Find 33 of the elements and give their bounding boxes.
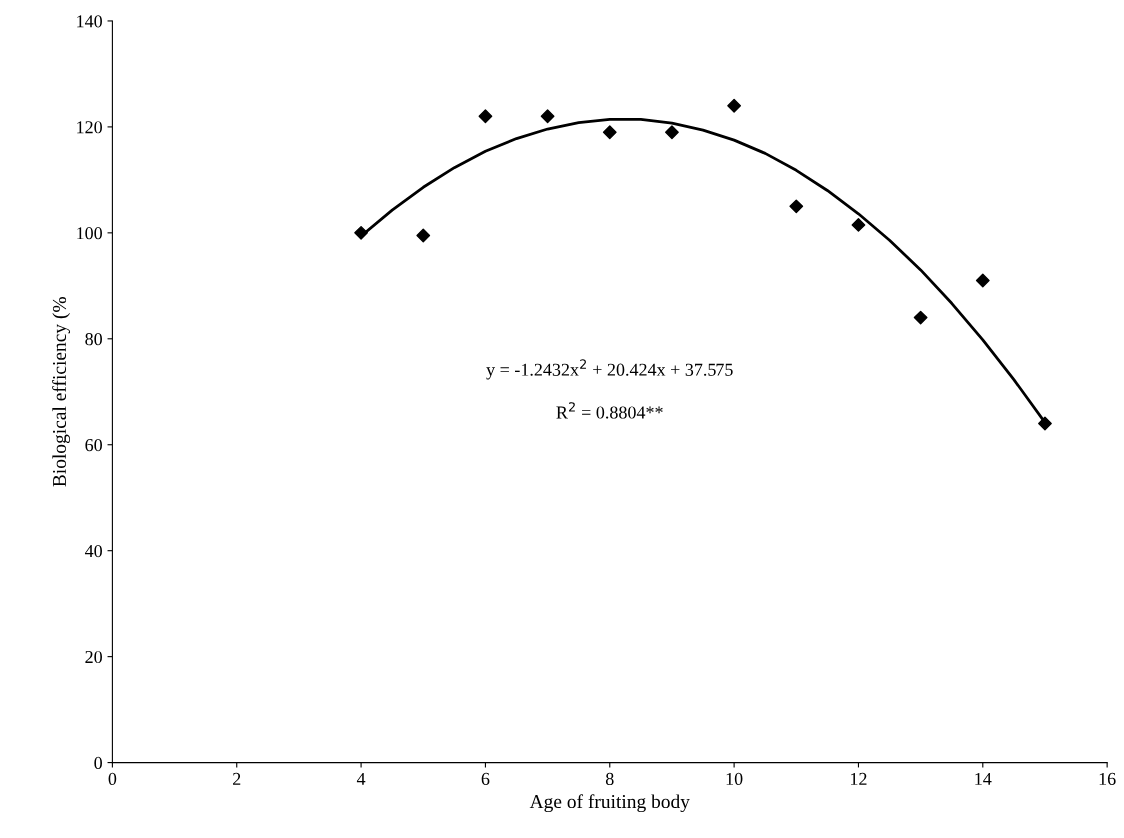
y-tick-label: 80 (85, 333, 102, 346)
x-tick-label: 12 (851, 772, 867, 785)
x-tick-label: 0 (108, 772, 117, 786)
point (1038, 416, 1052, 431)
point (975, 273, 990, 288)
x-tick-label: 2 (233, 772, 241, 785)
annotation: y = -1.2432x$^{2}$ + 20.424x + 37.575 (486, 359, 733, 380)
y-tick-label: 60 (85, 439, 102, 452)
x-tick-label: 4 (356, 772, 366, 785)
x-tick-label: 16 (1099, 772, 1116, 786)
x-tick-label: 14 (975, 772, 992, 785)
annotation: R$^{2}$ = 0.8804** (556, 402, 663, 419)
y-tick-label: 140 (77, 15, 102, 28)
point (789, 199, 804, 214)
point (540, 109, 555, 124)
y-tick-label: 20 (85, 650, 102, 664)
point (727, 98, 742, 113)
y-axis-title: Biological efficiency (% (52, 297, 71, 487)
point (665, 125, 679, 140)
x-tick-label: 10 (726, 772, 743, 786)
y-tick-label: 100 (77, 227, 102, 240)
y-tick-label: 40 (84, 544, 102, 558)
point (478, 109, 493, 124)
point (354, 225, 368, 240)
point (913, 310, 928, 325)
x-axis-title: Age of fruiting body (529, 794, 690, 813)
x-tick-label: 6 (481, 772, 490, 786)
y-tick-label: 120 (77, 121, 102, 134)
point (416, 228, 431, 243)
point (851, 217, 866, 232)
point (602, 125, 617, 140)
x-tick-label: 8 (605, 772, 614, 786)
y-tick-label: 0 (94, 756, 102, 770)
